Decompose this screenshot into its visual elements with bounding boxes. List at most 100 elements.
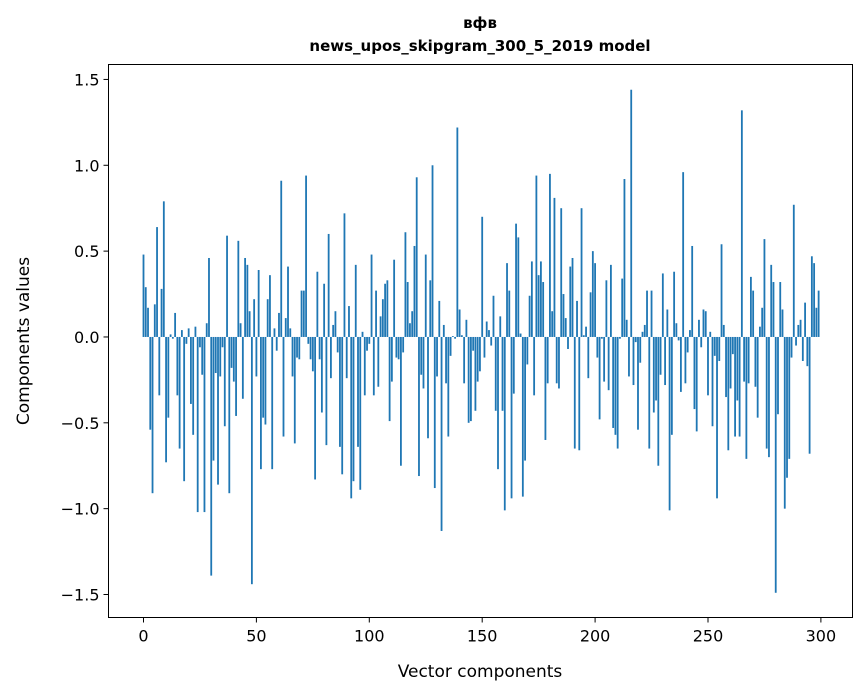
bar (406, 282, 409, 337)
bar (743, 336, 746, 382)
bar (632, 336, 635, 386)
bar (528, 295, 531, 337)
bar (693, 336, 696, 410)
bar (661, 273, 664, 337)
bar (637, 336, 639, 430)
bar (282, 336, 285, 437)
bar (255, 336, 258, 377)
bar (302, 290, 305, 337)
bar (729, 336, 732, 389)
bar (670, 336, 673, 435)
bar (689, 330, 691, 337)
bar (569, 266, 572, 337)
bar (142, 254, 145, 337)
bar (264, 336, 267, 425)
bar (183, 336, 186, 482)
bar (167, 336, 170, 418)
y-axis-label: Components values (14, 257, 34, 425)
bar (212, 336, 215, 461)
bar (508, 290, 511, 337)
x-tick-label: 100 (354, 627, 385, 646)
bar (702, 309, 705, 337)
bar (402, 336, 405, 353)
bar (585, 326, 587, 337)
bar (625, 319, 628, 337)
bar (799, 319, 802, 337)
bar (580, 208, 583, 337)
bar (621, 278, 624, 337)
bar (476, 336, 479, 382)
bar (377, 336, 380, 387)
bar (332, 324, 335, 337)
bar (560, 208, 563, 337)
bar (777, 336, 779, 415)
bar (149, 336, 152, 430)
bar (573, 336, 576, 449)
bar (713, 336, 716, 356)
bar (289, 328, 292, 337)
bar (551, 311, 554, 337)
bar (269, 275, 271, 337)
bar (287, 266, 289, 337)
bar (160, 288, 163, 337)
bar (754, 336, 757, 387)
bar (790, 336, 793, 358)
bar (756, 336, 759, 418)
bar (634, 336, 637, 343)
bar (314, 336, 317, 480)
bar (411, 311, 414, 337)
bar (709, 331, 712, 337)
bar (521, 336, 524, 497)
bar (607, 336, 610, 391)
bar (311, 336, 314, 372)
bar (515, 223, 517, 337)
bar (774, 336, 777, 593)
bar (582, 335, 585, 337)
bar (293, 336, 296, 444)
bar (174, 312, 177, 337)
bar (273, 328, 276, 337)
bar (677, 336, 680, 341)
bar (429, 280, 432, 337)
bar (727, 336, 730, 451)
bar (449, 336, 452, 356)
bar (598, 336, 601, 420)
y-tick-label: −0.5 (61, 414, 100, 433)
bar (171, 336, 174, 339)
bar (731, 336, 734, 355)
bar (343, 213, 346, 337)
bar (779, 282, 782, 337)
bar (237, 240, 240, 337)
bar (558, 336, 560, 389)
bar (223, 336, 226, 427)
bar (370, 254, 373, 337)
bar (539, 261, 542, 337)
bar (639, 336, 642, 363)
bar (458, 309, 461, 337)
bar (151, 336, 154, 494)
bar (372, 336, 375, 396)
bar (600, 336, 603, 339)
bar (745, 336, 748, 459)
bar (203, 336, 206, 513)
bar (395, 336, 398, 358)
bar (483, 336, 486, 358)
bar (187, 328, 190, 337)
bar (659, 336, 662, 375)
bar (208, 257, 210, 337)
bar (587, 336, 590, 379)
x-tick-label: 250 (693, 627, 724, 646)
bar (759, 326, 761, 337)
bar (691, 245, 694, 337)
plot-frame (108, 64, 853, 618)
bar (390, 336, 393, 382)
bar (506, 263, 508, 337)
x-tick-label: 300 (806, 627, 837, 646)
bar (619, 336, 621, 339)
bar (675, 323, 678, 337)
bar (605, 280, 608, 337)
bar (546, 336, 549, 384)
x-tick-label: 50 (246, 627, 266, 646)
bar (530, 261, 533, 337)
bar (711, 336, 714, 427)
